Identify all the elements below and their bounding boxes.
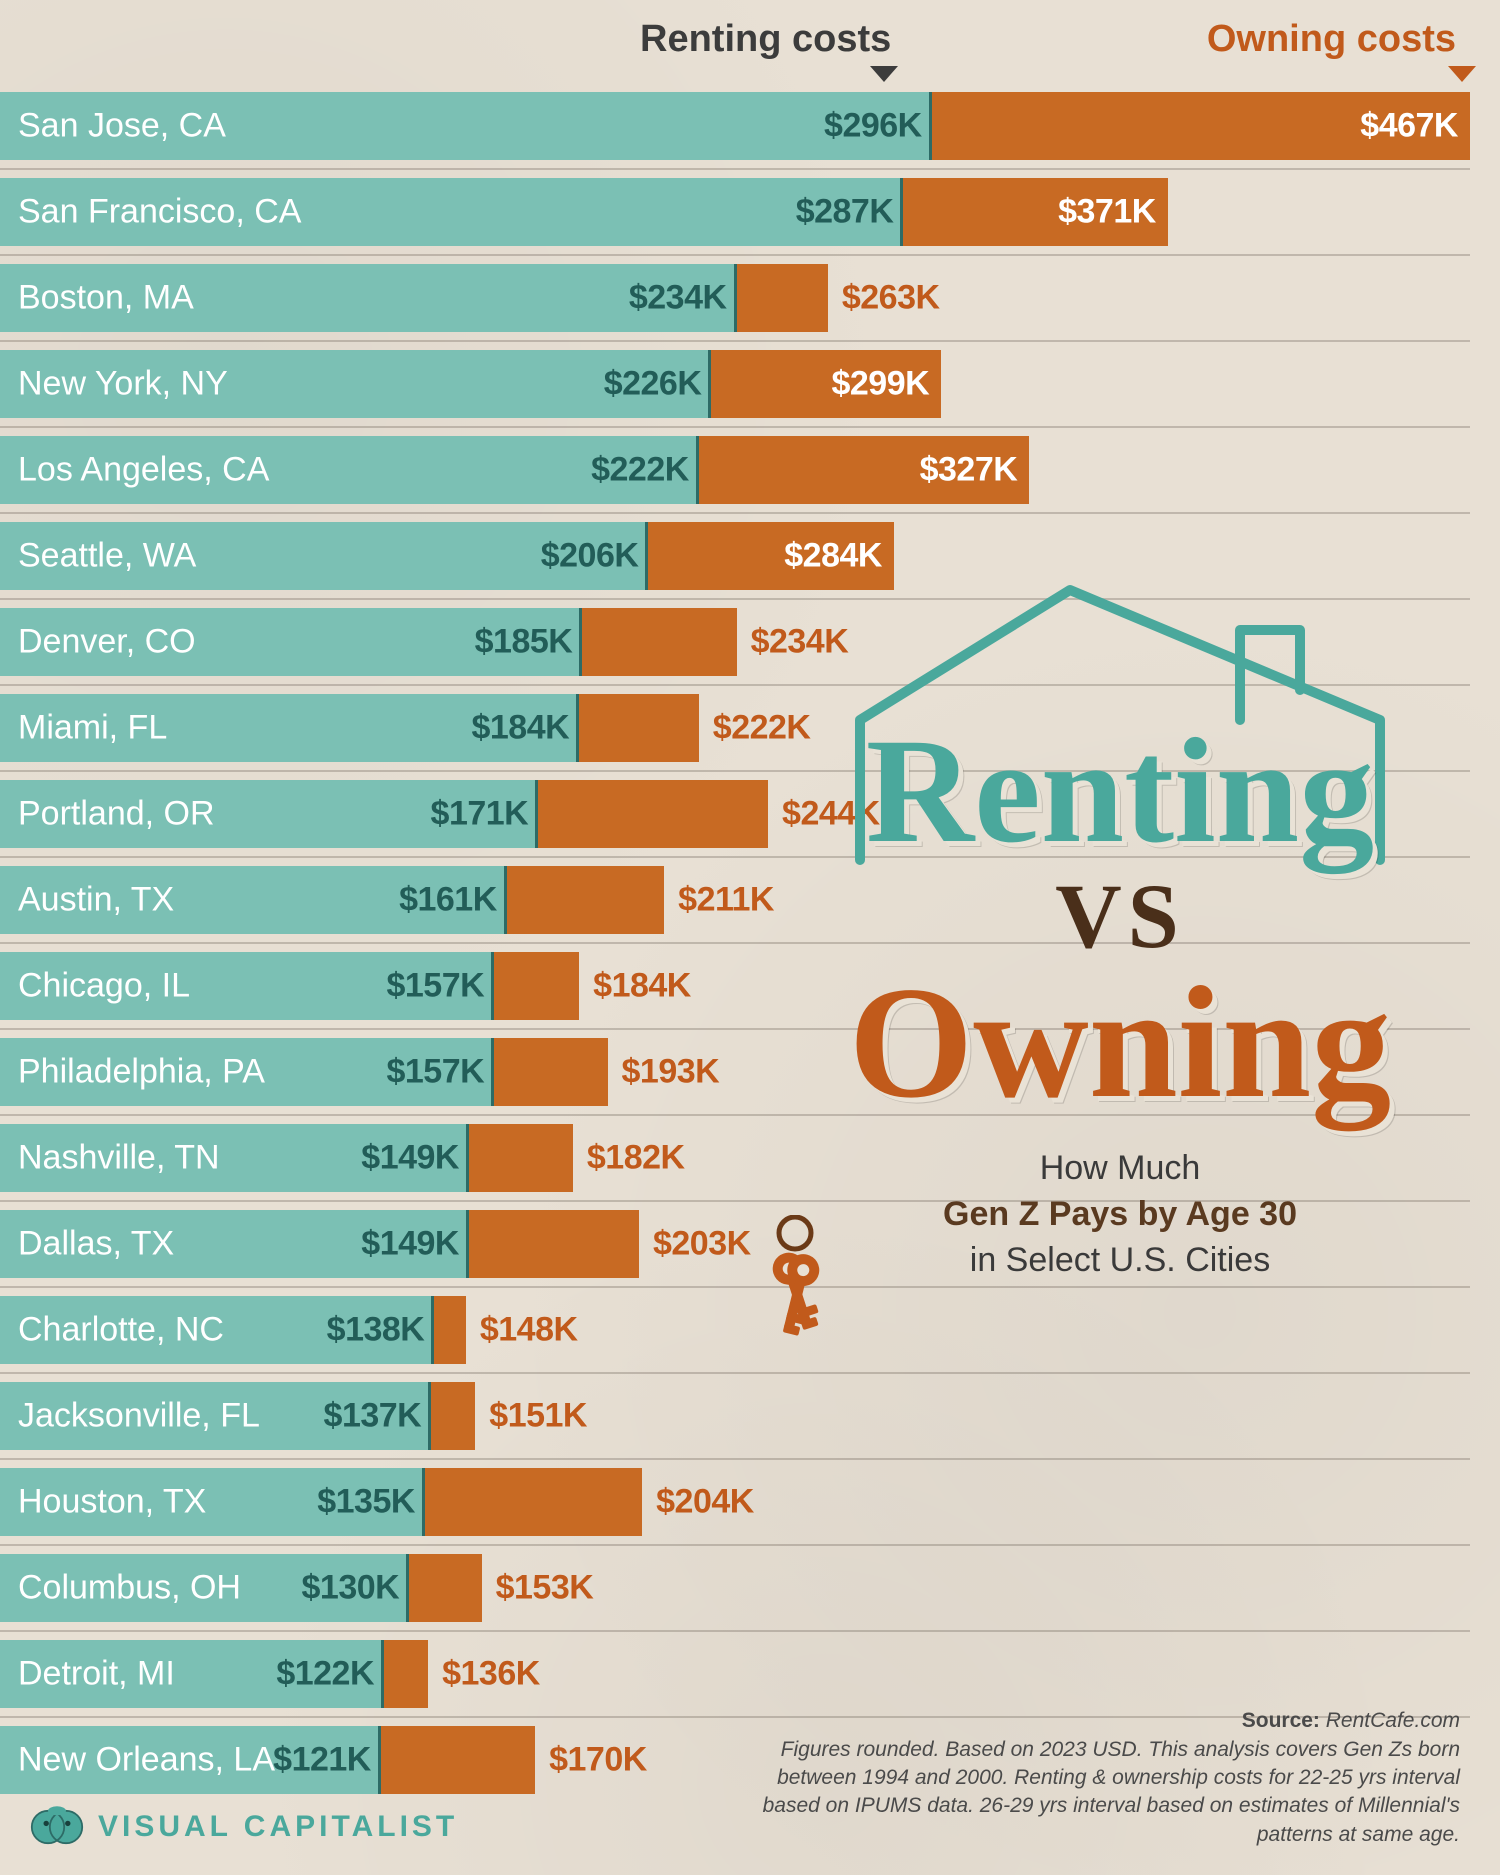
city-label: Chicago, IL — [18, 967, 190, 1006]
own-value: $153K — [496, 1569, 594, 1608]
own-value: $371K — [1058, 193, 1156, 232]
header-owning-label: Owning costs — [1207, 18, 1456, 61]
rent-value: $222K — [591, 451, 689, 490]
own-value: $151K — [489, 1397, 587, 1436]
own-value: $170K — [549, 1741, 647, 1780]
own-value: $136K — [442, 1655, 540, 1694]
own-value: $263K — [842, 279, 940, 318]
city-label: Portland, OR — [18, 795, 215, 834]
city-label: Denver, CO — [18, 623, 196, 662]
own-value: $182K — [587, 1139, 685, 1178]
chart-row: San Francisco, CA $287K $371K — [0, 172, 1500, 252]
city-label: San Francisco, CA — [18, 193, 301, 232]
brand-logo-icon — [30, 1805, 84, 1849]
header-owning-arrow-icon — [1448, 66, 1476, 82]
city-label: Philadelphia, PA — [18, 1053, 265, 1092]
city-label: Nashville, TN — [18, 1139, 220, 1178]
chart-row: Los Angeles, CA $222K $327K — [0, 430, 1500, 510]
chart-row: San Jose, CA $296K $467K — [0, 86, 1500, 166]
row-separator — [0, 426, 1470, 428]
own-value: $327K — [920, 451, 1018, 490]
rent-value: $149K — [361, 1225, 459, 1264]
row-separator — [0, 1544, 1470, 1546]
city-label: New York, NY — [18, 365, 228, 404]
rent-value: $206K — [541, 537, 639, 576]
subtitle: How Much Gen Z Pays by Age 30 in Select … — [800, 1146, 1440, 1284]
city-label: Detroit, MI — [18, 1655, 175, 1694]
rent-value: $149K — [361, 1139, 459, 1178]
header-renting-arrow-icon — [870, 66, 898, 82]
city-label: New Orleans, LA — [18, 1741, 275, 1780]
chart-row: Houston, TX $135K $204K — [0, 1462, 1500, 1542]
chart-row: Detroit, MI $122K $136K — [0, 1634, 1500, 1714]
rent-value: $296K — [824, 107, 922, 146]
title-renting: Renting — [800, 720, 1440, 863]
rent-value: $161K — [399, 881, 497, 920]
row-separator — [0, 512, 1470, 514]
row-separator — [0, 254, 1470, 256]
own-value: $467K — [1360, 107, 1458, 146]
source-note: Source: RentCafe.com Figures rounded. Ba… — [720, 1707, 1460, 1849]
rent-value: $137K — [324, 1397, 422, 1436]
source-name: RentCafe.com — [1326, 1709, 1460, 1732]
city-label: San Jose, CA — [18, 107, 226, 146]
brand-text: VISUAL CAPITALIST — [98, 1810, 458, 1844]
own-value: $211K — [678, 881, 774, 920]
row-separator — [0, 1458, 1470, 1460]
rent-value: $157K — [386, 1053, 484, 1092]
city-label: Boston, MA — [18, 279, 194, 318]
city-label: Houston, TX — [18, 1483, 206, 1522]
own-value: $193K — [622, 1053, 720, 1092]
rent-value: $138K — [327, 1311, 425, 1350]
own-value: $184K — [593, 967, 691, 1006]
row-separator — [0, 1286, 1470, 1288]
rent-value: $234K — [629, 279, 727, 318]
source-text: Figures rounded. Based on 2023 USD. This… — [763, 1738, 1460, 1846]
rent-value: $226K — [604, 365, 702, 404]
title-owning: Owning — [800, 966, 1440, 1118]
row-separator — [0, 1372, 1470, 1374]
chart-row: Columbus, OH $130K $153K — [0, 1548, 1500, 1628]
source-label: Source: — [1242, 1709, 1320, 1732]
rent-value: $157K — [386, 967, 484, 1006]
chart-header: Renting costs Owning costs — [0, 18, 1500, 78]
city-label: Charlotte, NC — [18, 1311, 224, 1350]
city-label: Columbus, OH — [18, 1569, 241, 1608]
rent-value: $171K — [431, 795, 529, 834]
own-value: $204K — [656, 1483, 754, 1522]
rent-value: $121K — [273, 1741, 371, 1780]
header-renting-label: Renting costs — [640, 18, 891, 61]
own-value: $299K — [831, 365, 929, 404]
city-label: Los Angeles, CA — [18, 451, 269, 490]
title-vs: VS — [800, 873, 1440, 960]
rent-value: $122K — [276, 1655, 374, 1694]
city-label: Seattle, WA — [18, 537, 196, 576]
city-label: Dallas, TX — [18, 1225, 174, 1264]
rent-value: $130K — [302, 1569, 400, 1608]
row-separator — [0, 1630, 1470, 1632]
own-value: $203K — [653, 1225, 751, 1264]
row-separator — [0, 340, 1470, 342]
chart-row: Boston, MA $234K $263K — [0, 258, 1500, 338]
subtitle-line2: Gen Z Pays by Age 30 — [943, 1195, 1297, 1233]
chart-row: New York, NY $226K $299K — [0, 344, 1500, 424]
rent-value: $184K — [471, 709, 569, 748]
brand: VISUAL CAPITALIST — [30, 1805, 458, 1849]
keys-icon — [740, 1215, 850, 1345]
rent-value: $287K — [796, 193, 894, 232]
own-value: $222K — [713, 709, 811, 748]
rent-value: $185K — [475, 623, 573, 662]
own-value: $148K — [480, 1311, 578, 1350]
row-separator — [0, 168, 1470, 170]
subtitle-line3: in Select U.S. Cities — [970, 1241, 1270, 1279]
city-label: Jacksonville, FL — [18, 1397, 260, 1436]
chart-row: Jacksonville, FL $137K $151K — [0, 1376, 1500, 1456]
city-label: Austin, TX — [18, 881, 174, 920]
city-label: Miami, FL — [18, 709, 167, 748]
rent-value: $135K — [317, 1483, 415, 1522]
title-block: Renting VS Owning How Much Gen Z Pays by… — [800, 720, 1440, 1284]
subtitle-line1: How Much — [1040, 1149, 1201, 1187]
